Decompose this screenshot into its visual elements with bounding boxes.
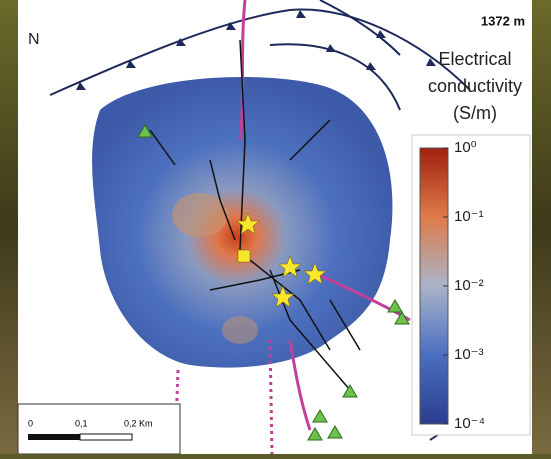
colorbar-tick-label: 10⁻⁴ — [454, 415, 485, 432]
scale-bar-empty — [80, 434, 132, 440]
elevation-label: 1372 m — [481, 13, 525, 28]
anomaly — [222, 316, 258, 344]
north-arrow: N — [28, 31, 40, 48]
page: N 1372 m 0 0,1 0,2 Km Electrical conducti… — [0, 0, 551, 454]
colorbar-title: Electrical — [438, 49, 511, 69]
map-figure: N 1372 m 0 0,1 0,2 Km Electrical conducti… — [0, 0, 551, 454]
colorbar-tick-label: 10⁻² — [454, 277, 484, 294]
colorbar-tick-label: 10⁻¹ — [454, 208, 484, 225]
scale-bar-filled — [28, 434, 80, 440]
scale-label: 0 — [28, 418, 33, 428]
scale-label: 0,2 Km — [124, 418, 153, 428]
scale-bar-box — [18, 404, 180, 454]
colorbar-tick-label: 10⁰ — [454, 139, 477, 156]
colorbar-title: (S/m) — [453, 103, 497, 123]
colorbar-title: conductivity — [428, 76, 522, 96]
scale-label: 0,1 — [75, 418, 88, 428]
colorbar-tick-label: 10⁻³ — [454, 346, 484, 363]
